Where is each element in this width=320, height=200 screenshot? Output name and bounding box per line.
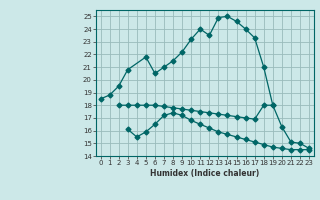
X-axis label: Humidex (Indice chaleur): Humidex (Indice chaleur) <box>150 169 260 178</box>
